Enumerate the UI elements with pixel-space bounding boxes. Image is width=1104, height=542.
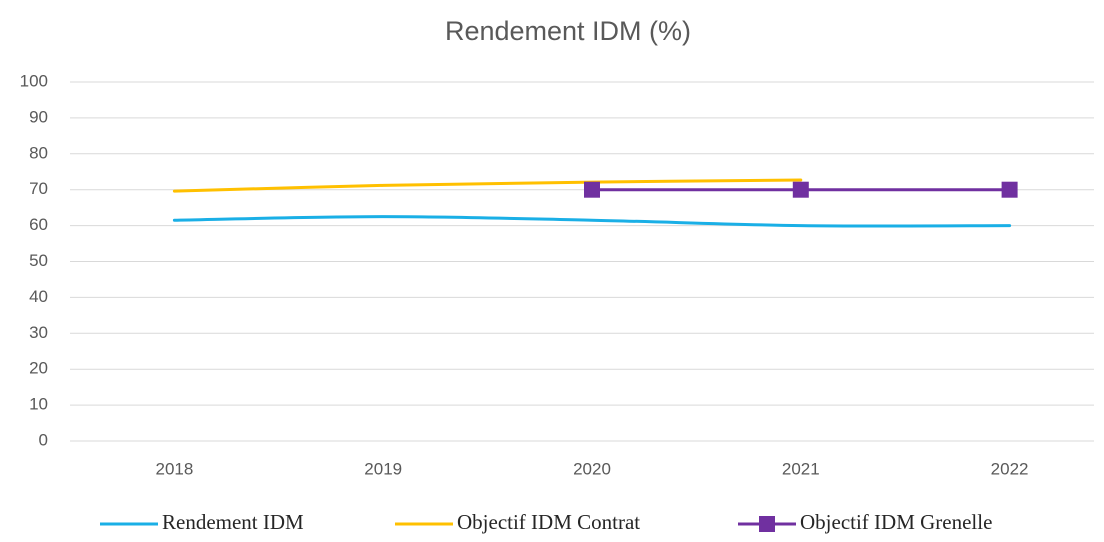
y-tick-label: 70	[29, 179, 48, 198]
point-marker	[584, 181, 600, 198]
y-tick-label: 20	[29, 359, 48, 378]
y-tick-label: 30	[29, 323, 48, 342]
series-line	[172, 215, 1012, 228]
x-tick-label: 2018	[155, 459, 193, 478]
y-tick-label: 90	[29, 107, 48, 126]
y-tick-label: 50	[29, 251, 48, 270]
legend-label: Rendement IDM	[162, 510, 304, 534]
chart-title: Rendement IDM (%)	[445, 16, 691, 46]
legend-marker	[759, 516, 775, 532]
point-marker	[792, 181, 809, 198]
y-tick-label: 40	[29, 287, 48, 306]
x-tick-label: 2022	[991, 459, 1029, 478]
x-tick-label: 2021	[782, 459, 820, 478]
legend-label: Objectif IDM Contrat	[457, 510, 640, 534]
legend-label: Objectif IDM Grenelle	[800, 510, 992, 534]
y-tick-label: 0	[39, 430, 48, 449]
point-marker	[1001, 181, 1018, 198]
series-line	[172, 178, 803, 193]
y-tick-label: 80	[29, 143, 48, 162]
y-tick-label: 10	[29, 395, 48, 414]
x-tick-label: 2020	[573, 459, 611, 478]
y-tick-label: 100	[20, 71, 48, 90]
x-tick-label: 2019	[364, 459, 402, 478]
y-tick-label: 60	[29, 215, 48, 234]
